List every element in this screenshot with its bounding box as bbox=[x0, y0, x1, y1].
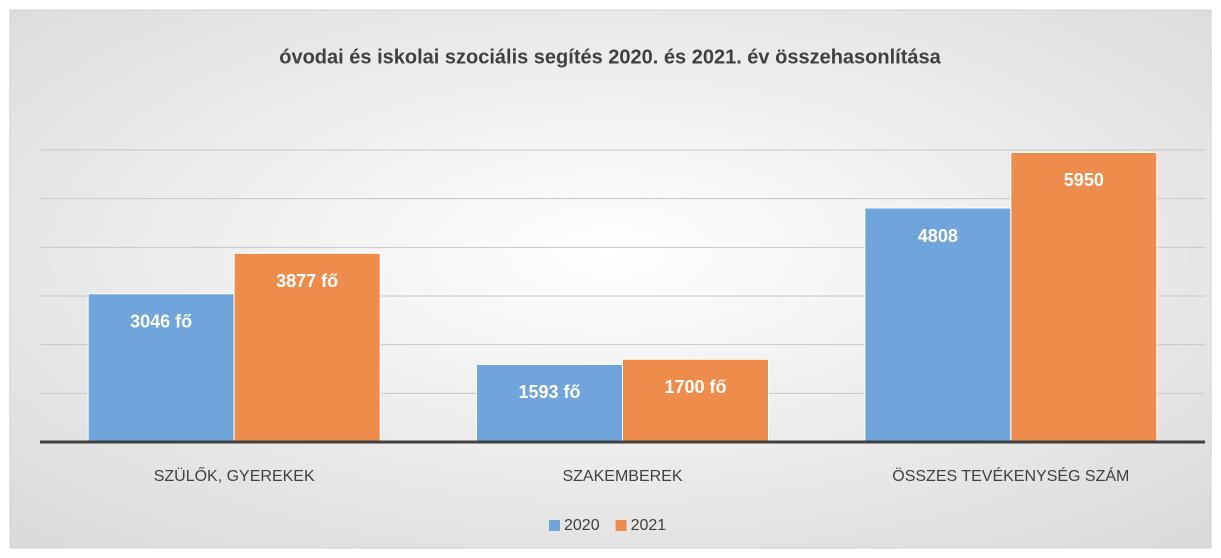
bar bbox=[1010, 151, 1158, 443]
data-label: 3877 fő bbox=[276, 271, 338, 291]
x-tick-label: ÖSSZES TEVÉKENYSÉG SZÁM bbox=[892, 466, 1129, 485]
data-label: 3046 fő bbox=[130, 312, 192, 332]
legend-label: 2020 bbox=[564, 517, 600, 534]
legend-swatch bbox=[549, 520, 560, 531]
data-label: 1700 fő bbox=[664, 377, 726, 397]
legend-label: 2021 bbox=[631, 517, 667, 534]
bar bbox=[864, 207, 1012, 443]
bar bbox=[233, 252, 381, 443]
bar bbox=[476, 363, 623, 443]
data-label: 5950 bbox=[1064, 170, 1104, 190]
data-label: 4808 bbox=[918, 226, 958, 246]
x-tick-label: SZAKEMBEREK bbox=[562, 468, 682, 485]
x-tick-label: SZÜLŐK, GYEREKEK bbox=[154, 466, 315, 485]
bar bbox=[87, 293, 235, 443]
chart-title: óvodai és iskolai szociális segítés 2020… bbox=[279, 46, 941, 68]
legend-swatch bbox=[615, 520, 627, 531]
data-label: 1593 fő bbox=[518, 382, 580, 402]
bar bbox=[622, 358, 769, 443]
